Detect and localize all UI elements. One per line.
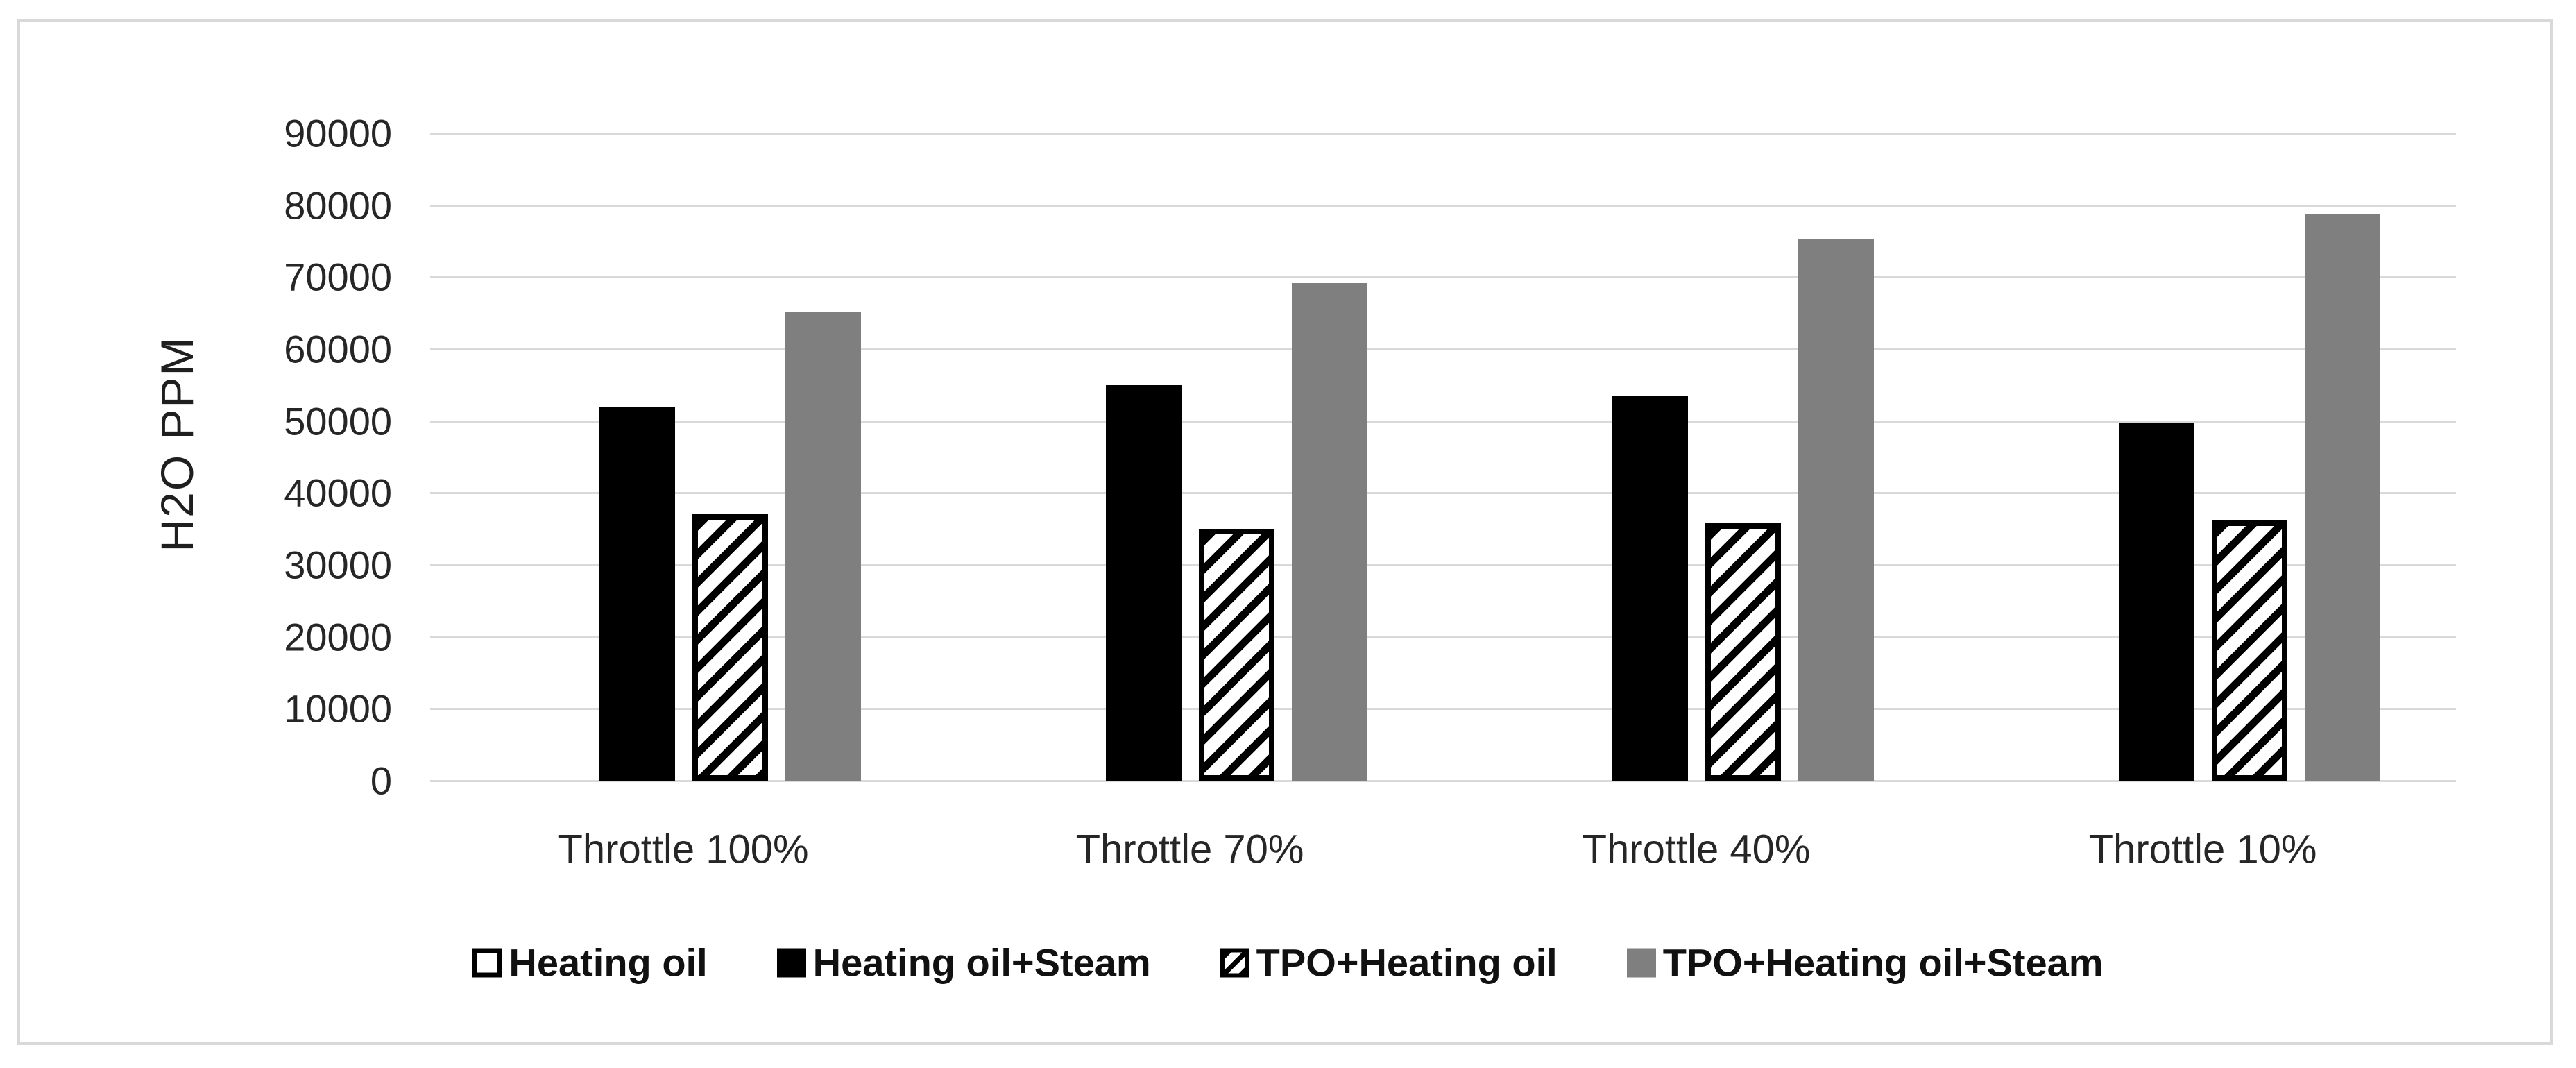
bar-tpo-heating-oil-steam-throttle-10- (2304, 214, 2380, 781)
gridline (430, 133, 2456, 135)
category-label: Throttle 70% (1075, 827, 1304, 872)
gridline (430, 492, 2456, 495)
legend-label: TPO+Heating oil (1256, 940, 1558, 985)
gridline (430, 636, 2456, 638)
legend-swatch-icon (1220, 948, 1249, 977)
legend-label: TPO+Heating oil+Steam (1662, 940, 2104, 985)
legend-swatch-icon (776, 948, 806, 977)
y-tick-label: 40000 (284, 471, 392, 515)
y-tick-label: 90000 (284, 111, 392, 155)
plot-area (430, 133, 2456, 782)
y-tick-label: 20000 (284, 615, 392, 659)
bar-tpo-heating-oil-throttle-40- (1705, 523, 1781, 781)
y-tick-label: 60000 (284, 327, 392, 371)
gridline (430, 780, 2456, 782)
bar-heating-oil-steam-throttle-40- (1612, 396, 1688, 781)
category-label: Throttle 10% (2088, 827, 2317, 872)
legend-label: Heating oil+Steam (812, 940, 1151, 985)
bar-tpo-heating-oil-throttle-70- (1198, 529, 1274, 781)
category-label: Throttle 40% (1582, 827, 1811, 872)
bar-heating-oil-steam-throttle-100- (599, 407, 675, 781)
legend-item-heating-oil-steam: Heating oil+Steam (776, 940, 1151, 985)
legend-item-heating-oil: Heating oil (472, 940, 708, 985)
gridline (430, 564, 2456, 566)
legend-swatch-icon (1626, 948, 1656, 977)
y-tick-label: 80000 (284, 183, 392, 228)
gridline (430, 420, 2456, 423)
legend-label: Heating oil (509, 940, 708, 985)
y-tick-label: 10000 (284, 686, 392, 731)
bar-tpo-heating-oil-steam-throttle-100- (785, 312, 861, 781)
legend-swatch-icon (472, 948, 502, 977)
bar-tpo-heating-oil-steam-throttle-40- (1798, 239, 1874, 781)
bar-tpo-heating-oil-throttle-10- (2211, 520, 2287, 781)
chart-legend: Heating oil Heating oil+Steam TPO+Heating … (0, 940, 2576, 985)
y-tick-label: 70000 (284, 255, 392, 299)
bar-heating-oil-steam-throttle-10- (2118, 423, 2194, 781)
legend-item-tpo-heating-oil-steam: TPO+Heating oil+Steam (1626, 940, 2104, 985)
gridline (430, 204, 2456, 207)
bar-tpo-heating-oil-throttle-100- (692, 514, 768, 781)
legend-item-tpo-heating-oil: TPO+Heating oil (1220, 940, 1558, 985)
y-tick-label: 50000 (284, 399, 392, 443)
gridline (430, 276, 2456, 279)
bar-tpo-heating-oil-steam-throttle-70- (1291, 283, 1367, 781)
gridline (430, 348, 2456, 350)
y-tick-label: 0 (370, 758, 392, 803)
bar-heating-oil-steam-throttle-70- (1105, 385, 1182, 781)
y-tick-label: 30000 (284, 543, 392, 587)
category-label: Throttle 100% (558, 827, 809, 872)
gridline (430, 708, 2456, 711)
